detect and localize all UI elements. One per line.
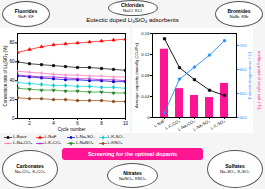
html-text:Carbonates: Carbonates (16, 163, 44, 170)
svg-text:Eutectic temperature (°C): Eutectic temperature (°C) (247, 51, 252, 99)
svg-text:L-NaF: L-NaF (153, 118, 166, 129)
html-text:L-K₂SO₄: L-K₂SO₄ (107, 134, 124, 140)
svg-text:0.08: 0.08 (141, 73, 150, 78)
svg-text:Conversion rate of Li₄SiO₄ (%): Conversion rate of Li₄SiO₄ (%) (3, 45, 8, 106)
svg-text:10: 10 (123, 121, 129, 126)
html-text:L-Na₂SO₄: L-Na₂SO₄ (76, 134, 95, 140)
svg-text:6: 6 (76, 121, 79, 126)
html-text:Eutectic doped Li₄SiO₄ adsorbe: Eutectic doped Li₄SiO₄ adsorbents (86, 17, 179, 23)
html-text:L-K₂CO₃: L-K₂CO₃ (44, 140, 62, 146)
html-text:L-KNO₃: L-KNO₃ (107, 140, 123, 146)
svg-text:400: 400 (240, 115, 248, 120)
svg-text:8: 8 (100, 121, 103, 126)
svg-text:0.04: 0.04 (141, 94, 150, 99)
html-text:Screening for the optimal dopa: Screening for the optimal dopants (87, 151, 178, 157)
svg-text:L-Na₂SO₄: L-Na₂SO₄ (192, 118, 211, 132)
svg-text:Average capacity (mmol/g CO₂/P: Average capacity (mmol/g CO₂/Pa) (134, 42, 139, 108)
html-text:Fluorides: Fluorides (14, 8, 38, 15)
html-text:Na₂CO₃, K₂CO₃: Na₂CO₃, K₂CO₃ (14, 169, 46, 175)
svg-text:L-K₂CO₃: L-K₂CO₃ (164, 118, 181, 131)
html-text:Nitrates: Nitrates (123, 169, 142, 176)
html-text:L-NaF: L-NaF (44, 134, 57, 140)
html-text:Bromides: Bromides (227, 8, 251, 15)
svg-text:60: 60 (9, 59, 15, 64)
html-text:Na₂SO₄, K₂SO₄: Na₂SO₄, K₂SO₄ (220, 169, 250, 175)
svg-text:Cycle number: Cycle number (58, 127, 86, 132)
html-text:L-Na₂CO₃: L-Na₂CO₃ (13, 140, 33, 146)
html-text:Chlorides: Chlorides (121, 2, 144, 9)
svg-text:4: 4 (52, 121, 55, 126)
svg-text:40: 40 (9, 78, 15, 83)
svg-text:80: 80 (9, 40, 15, 45)
svg-text:0.12: 0.12 (141, 52, 150, 57)
svg-text:20: 20 (9, 97, 15, 102)
html-text:NaNO₃, KNO₃: NaNO₃, KNO₃ (118, 175, 147, 181)
html-text:NaCl, KCl: NaCl, KCl (123, 8, 142, 14)
html-text:NaF, KF: NaF, KF (18, 14, 34, 20)
html-text:L-Base: L-Base (13, 134, 27, 140)
svg-text:0: 0 (12, 116, 15, 121)
svg-text:500: 500 (239, 90, 247, 96)
svg-text:700: 700 (240, 43, 248, 48)
html-text:Sulfates: Sulfates (225, 163, 245, 170)
svg-text:0.16: 0.16 (141, 31, 150, 36)
html-text:NaBr, KBr: NaBr, KBr (229, 14, 249, 20)
svg-text:0: 0 (147, 115, 150, 120)
svg-text:L-Na₂CO₃: L-Na₂CO₃ (177, 118, 196, 132)
svg-text:2: 2 (28, 121, 31, 126)
svg-text:600: 600 (239, 66, 247, 72)
svg-text:L-K₂SO₄: L-K₂SO₄ (209, 118, 226, 130)
html-text:melting point of single salt (: melting point of single salt (°C) (256, 51, 262, 110)
html-text:L-NaNO₃: L-NaNO₃ (76, 140, 94, 146)
